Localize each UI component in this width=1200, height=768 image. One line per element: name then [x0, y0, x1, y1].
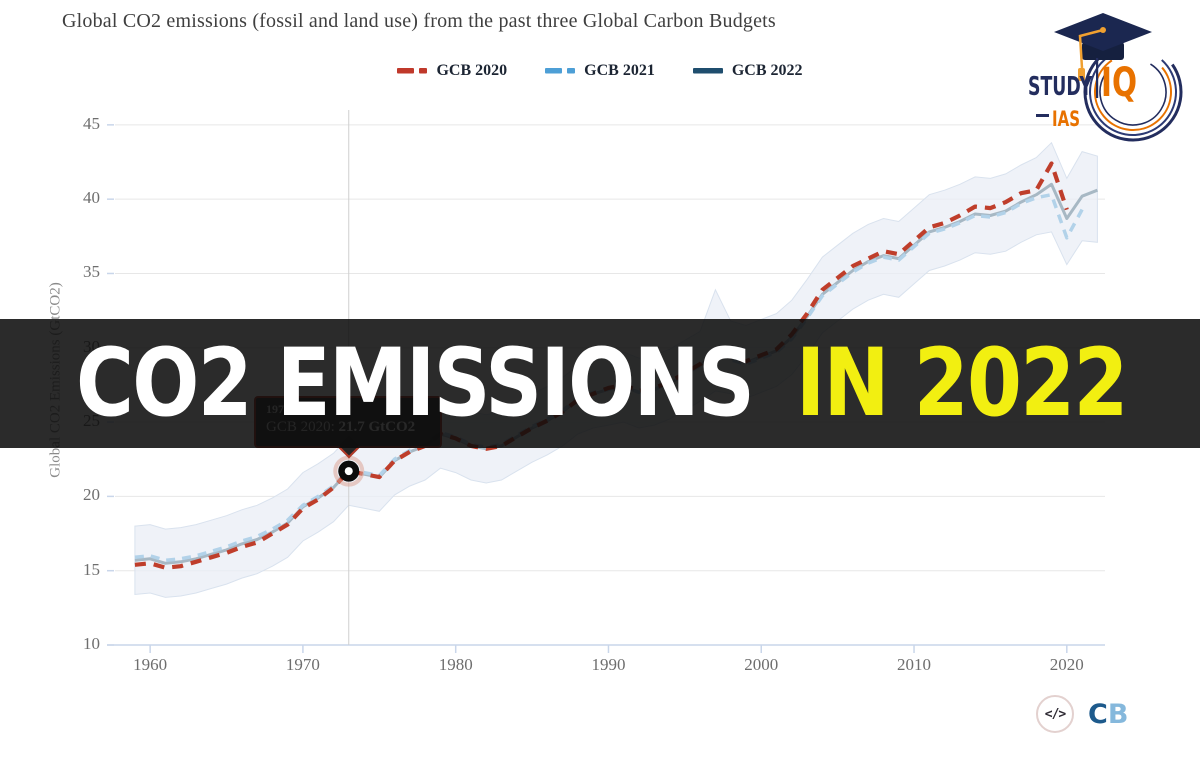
- headline-highlight: IN 2022: [795, 328, 1129, 438]
- highlight-marker-center: [344, 467, 353, 476]
- y-tick-label: 35: [83, 262, 100, 282]
- legend-item-gcb-2020[interactable]: GCB 2020: [397, 62, 507, 80]
- series-line-gcb-2020[interactable]: [134, 161, 1069, 570]
- y-tick-label: 40: [83, 188, 100, 208]
- code-icon: </>: [1036, 695, 1074, 733]
- y-tick-label: 10: [83, 634, 100, 653]
- carbonbrief-logo[interactable]: </> CB: [1036, 695, 1128, 733]
- headline-text: CO2 EMISSIONS IN 2022: [76, 336, 1128, 431]
- legend-swatch: [692, 62, 723, 80]
- studyiq-wordmark-ias: IAS: [1052, 107, 1080, 131]
- legend-item-gcb-2022[interactable]: GCB 2022: [692, 62, 803, 80]
- legend-label: GCB 2022: [731, 62, 803, 79]
- carbonbrief-b: B: [1107, 698, 1129, 730]
- x-tick-label: 2010: [897, 655, 932, 674]
- legend-item-gcb-2021[interactable]: GCB 2021: [545, 62, 655, 80]
- y-tick-label: 45: [83, 113, 100, 133]
- y-tick-label: 20: [83, 485, 100, 505]
- studyiq-logo: STUDY IQ IAS: [1028, 13, 1183, 142]
- studyiq-wordmark-study: STUDY: [1028, 72, 1093, 102]
- chart-legend: GCB 2020 GCB 2021 GCB 2022: [0, 62, 1200, 80]
- legend-swatch: [397, 62, 428, 80]
- x-tick-label: 1980: [438, 655, 473, 674]
- chart-title: Global CO2 emissions (fossil and land us…: [62, 10, 776, 32]
- x-tick-label: 1960: [133, 655, 168, 674]
- y-tick-label: 15: [83, 559, 100, 579]
- x-tick-label: 2000: [744, 655, 779, 674]
- x-tick-label: 1990: [591, 655, 626, 674]
- x-tick-label: 2020: [1049, 655, 1084, 674]
- legend-swatch: [545, 62, 576, 80]
- carbonbrief-wordmark: CB: [1088, 699, 1128, 730]
- headline-main: CO2 EMISSIONS: [76, 328, 755, 438]
- x-tick-label: 1970: [285, 655, 320, 674]
- headline-banner: CO2 EMISSIONS IN 2022: [0, 319, 1200, 448]
- legend-label: GCB 2021: [584, 62, 655, 79]
- graduation-cap-icon: [1054, 13, 1152, 81]
- carbonbrief-c: C: [1088, 698, 1108, 730]
- studyiq-wordmark-iq: IQ: [1101, 60, 1137, 106]
- legend-label: GCB 2020: [436, 62, 508, 79]
